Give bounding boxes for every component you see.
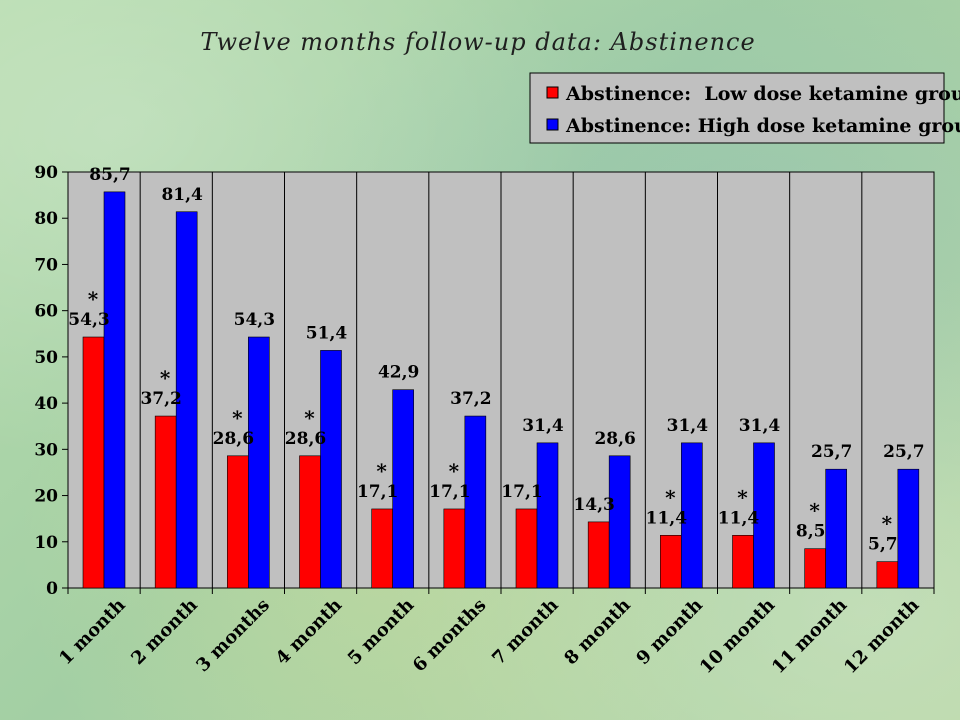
legend-swatch-high-dose (546, 118, 559, 131)
x-category-label: 4 month (272, 595, 346, 669)
chart-title: Twelve months follow-up data: Abstinence (200, 28, 755, 56)
y-tick-label: 80 (34, 209, 58, 229)
x-category-label: 5 month (344, 595, 418, 669)
grid-lines (139, 172, 863, 588)
bar-high-dose (608, 455, 631, 589)
y-tick-label: 20 (34, 487, 58, 507)
x-category-label: 8 month (560, 595, 634, 669)
bar-high-dose (175, 211, 198, 589)
y-tick-label: 40 (34, 394, 58, 414)
y-tick-label: 0 (46, 579, 58, 599)
legend-label-high-dose: Abstinence: High dose ketamine group (565, 115, 960, 137)
bar-high-dose (897, 468, 920, 589)
data-label-high-dose: 31,4 (667, 416, 709, 436)
bar-low-dose (371, 508, 393, 589)
legend-label-low-dose: Abstinence: Low dose ketamine group (565, 83, 960, 105)
data-label-high-dose: 54,3 (234, 310, 275, 330)
bar-low-dose (443, 508, 466, 589)
y-tick-label: 60 (34, 302, 58, 322)
x-category-label: 9 month (632, 595, 706, 669)
bar-high-dose (464, 415, 487, 589)
bar-high-dose (320, 350, 342, 589)
data-label-low-dose: 11,4 (718, 508, 760, 528)
y-tick-label: 90 (34, 163, 58, 183)
data-label-low-dose: 37,2 (140, 389, 181, 409)
data-label-low-dose: 11,4 (646, 508, 688, 528)
data-label-high-dose: 31,4 (739, 416, 781, 436)
data-label-low-dose: 8,5 (796, 522, 826, 542)
x-category-label: 2 month (127, 595, 201, 669)
data-label-low-dose: 17,1 (357, 482, 398, 502)
x-category-label: 7 month (488, 595, 562, 669)
data-label-high-dose: 28,6 (594, 429, 635, 449)
bar-low-dose (82, 336, 105, 589)
x-category-label: 3 months (192, 595, 274, 677)
data-label-high-dose: 85,7 (89, 165, 130, 185)
x-category-label: 6 months (409, 595, 491, 677)
data-label-high-dose: 25,7 (883, 442, 924, 462)
x-category-label: 1 month (55, 595, 129, 669)
data-label-low-dose: 28,6 (285, 429, 326, 449)
bar-low-dose (732, 535, 754, 589)
data-label-high-dose: 37,2 (450, 389, 491, 409)
y-tick-label: 30 (34, 440, 58, 460)
bar-low-dose (660, 535, 682, 589)
data-label-low-dose: 5,7 (868, 535, 898, 555)
bars (82, 191, 920, 589)
bar-low-dose (227, 455, 249, 589)
y-tick-label: 70 (34, 255, 58, 275)
y-tick-label: 50 (34, 348, 58, 368)
bar-high-dose (753, 442, 775, 589)
data-label-low-dose: 28,6 (213, 429, 254, 449)
bar-high-dose (536, 442, 559, 589)
data-label-high-dose: 51,4 (306, 323, 348, 343)
legend-box (529, 72, 945, 144)
bar-low-dose (876, 561, 899, 589)
bar-low-dose (299, 455, 321, 589)
legend-swatch-low-dose (546, 86, 559, 99)
legend: Abstinence: Low dose ketamine group Abst… (529, 72, 960, 144)
data-label-high-dose: 25,7 (811, 442, 852, 462)
significance-marker: * (449, 459, 460, 483)
significance-marker: * (232, 406, 243, 430)
data-label-high-dose: 42,9 (378, 363, 419, 383)
bar-high-dose (103, 191, 126, 589)
bar-low-dose (587, 521, 610, 589)
data-label-low-dose: 17,1 (429, 482, 470, 502)
x-category-label: 11 month (768, 595, 851, 678)
bar-low-dose (804, 548, 826, 589)
x-category-label: 10 month (696, 595, 779, 678)
significance-marker: * (88, 287, 99, 311)
data-label-low-dose: 54,3 (68, 310, 109, 330)
significance-marker: * (737, 485, 748, 509)
data-labels: 54,385,7*37,281,4*28,654,3*28,651,4*17,1… (68, 165, 924, 555)
significance-marker: * (882, 512, 893, 536)
data-label-low-dose: 17,1 (501, 482, 542, 502)
y-tick-label: 10 (34, 533, 58, 553)
data-label-low-dose: 14,3 (573, 495, 614, 515)
x-category-label: 12 month (840, 595, 923, 678)
significance-marker: * (160, 366, 171, 390)
significance-marker: * (665, 485, 676, 509)
bar-high-dose (681, 442, 703, 589)
significance-marker: * (376, 459, 387, 483)
bar-high-dose (392, 389, 414, 589)
data-label-high-dose: 81,4 (161, 185, 203, 205)
data-label-high-dose: 31,4 (522, 416, 564, 436)
bar-low-dose (154, 415, 177, 589)
significance-marker: * (809, 499, 820, 523)
bar-low-dose (515, 508, 538, 589)
significance-marker: * (304, 406, 315, 430)
bar-high-dose (825, 468, 847, 589)
bar-high-dose (248, 336, 270, 589)
